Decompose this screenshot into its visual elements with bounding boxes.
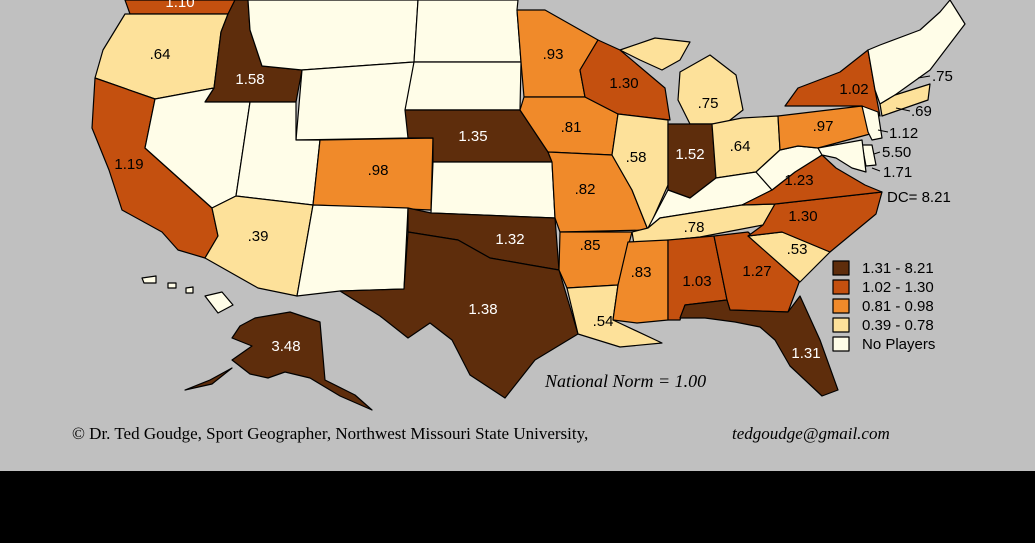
credit-email: tedgoudge@gmail.com [732, 424, 890, 443]
legend-swatch-5 [832, 336, 850, 352]
state-wisconsin [579, 39, 671, 121]
label-idaho: 1.58 [235, 71, 264, 88]
state-michigan [677, 54, 744, 125]
label-california: 1.19 [114, 156, 143, 173]
label-iowa: .81 [561, 119, 582, 136]
callout-new-jersey: 1.12 [889, 125, 918, 142]
callout-line-me [917, 75, 931, 79]
state-wyoming [295, 61, 415, 141]
label-indiana: 1.52 [675, 146, 704, 163]
bottom-black-bar [0, 471, 1035, 543]
label-arizona: .39 [248, 228, 269, 245]
label-pennsylvania: .97 [813, 118, 834, 135]
state-kansas [430, 161, 556, 219]
label-oregon: .64 [150, 46, 171, 63]
callout-line-md [871, 167, 881, 172]
label-ohio: .64 [730, 138, 751, 155]
state-montana [247, 0, 419, 71]
legend-swatch-1 [832, 260, 850, 276]
legend-label-3: 0.81 - 0.98 [862, 298, 934, 315]
label-tennessee: .78 [684, 219, 705, 236]
callout-line-nj [877, 129, 889, 133]
label-colorado: .98 [368, 162, 389, 179]
state-alaska [231, 311, 373, 411]
legend-label-1: 1.31 - 8.21 [862, 260, 934, 277]
state-florida [679, 295, 839, 397]
label-mississippi: .83 [631, 264, 652, 281]
label-florida: 1.31 [791, 345, 820, 362]
state-north-dakota [413, 0, 522, 63]
legend-label-4: 0.39 - 0.78 [862, 317, 934, 334]
legend-swatch-2 [832, 279, 850, 295]
state-hawaii-islands [141, 275, 194, 294]
label-louisiana: .54 [593, 313, 614, 330]
label-south-carolina: .53 [787, 241, 808, 258]
callout-dc: DC= 8.21 [887, 189, 951, 206]
state-maryland [817, 139, 867, 173]
callout-maryland: 1.71 [883, 164, 912, 181]
state-texas [339, 231, 579, 399]
label-missouri: .82 [575, 181, 596, 198]
national-norm-note: National Norm = 1.00 [544, 371, 706, 391]
label-illinois: .58 [626, 149, 647, 166]
label-north-carolina: 1.30 [788, 208, 817, 225]
state-new-jersey [861, 105, 883, 141]
callout-line-de [873, 151, 881, 155]
label-oklahoma: 1.32 [495, 231, 524, 248]
state-michigan-upper [619, 37, 691, 71]
state-alaska-islands [184, 367, 233, 391]
label-wisconsin: 1.30 [609, 75, 638, 92]
us-choropleth-map: 1.10 .64 1.19 1.58 .39 .98 1.35 1.32 1.3… [72, 0, 966, 443]
legend-swatch-3 [832, 298, 850, 314]
label-texas: 1.38 [468, 301, 497, 318]
label-alaska: 3.48 [271, 338, 300, 355]
state-south-dakota [404, 61, 522, 111]
label-georgia: 1.27 [742, 263, 771, 280]
state-new-mexico [296, 204, 409, 297]
state-value-labels: 1.10 .64 1.19 1.58 .39 .98 1.35 1.32 1.3… [114, 0, 868, 362]
legend-swatch-4 [832, 317, 850, 333]
state-hawaii [204, 291, 234, 314]
map-panel: 1.10 .64 1.19 1.58 .39 .98 1.35 1.32 1.3… [0, 0, 1035, 471]
callout-delaware: 5.50 [882, 144, 911, 161]
callout-connecticut: .69 [911, 103, 932, 120]
label-virginia: 1.23 [784, 172, 813, 189]
label-washington: 1.10 [165, 0, 194, 11]
state-southern-new-england [879, 83, 931, 117]
credit-line: © Dr. Ted Goudge, Sport Geographer, Nort… [72, 424, 890, 443]
legend-label-5: No Players [862, 336, 935, 353]
label-michigan: .75 [698, 95, 719, 112]
label-nebraska: 1.35 [458, 128, 487, 145]
label-new-york: 1.02 [839, 81, 868, 98]
northeast-callouts: .75 .69 1.12 5.50 1.71 DC= 8.21 [871, 68, 953, 206]
state-arizona [204, 195, 314, 297]
credit-author: © Dr. Ted Goudge, Sport Geographer, Nort… [72, 424, 588, 443]
state-new-england-cap [867, 0, 966, 105]
label-arkansas: .85 [580, 237, 601, 254]
label-alabama: 1.03 [682, 273, 711, 290]
callout-line-ct [895, 107, 911, 112]
legend: 1.31 - 8.21 1.02 - 1.30 0.81 - 0.98 0.39… [832, 260, 935, 353]
callout-maine: .75 [932, 68, 953, 85]
label-minnesota: .93 [543, 46, 564, 63]
legend-label-2: 1.02 - 1.30 [862, 279, 934, 296]
